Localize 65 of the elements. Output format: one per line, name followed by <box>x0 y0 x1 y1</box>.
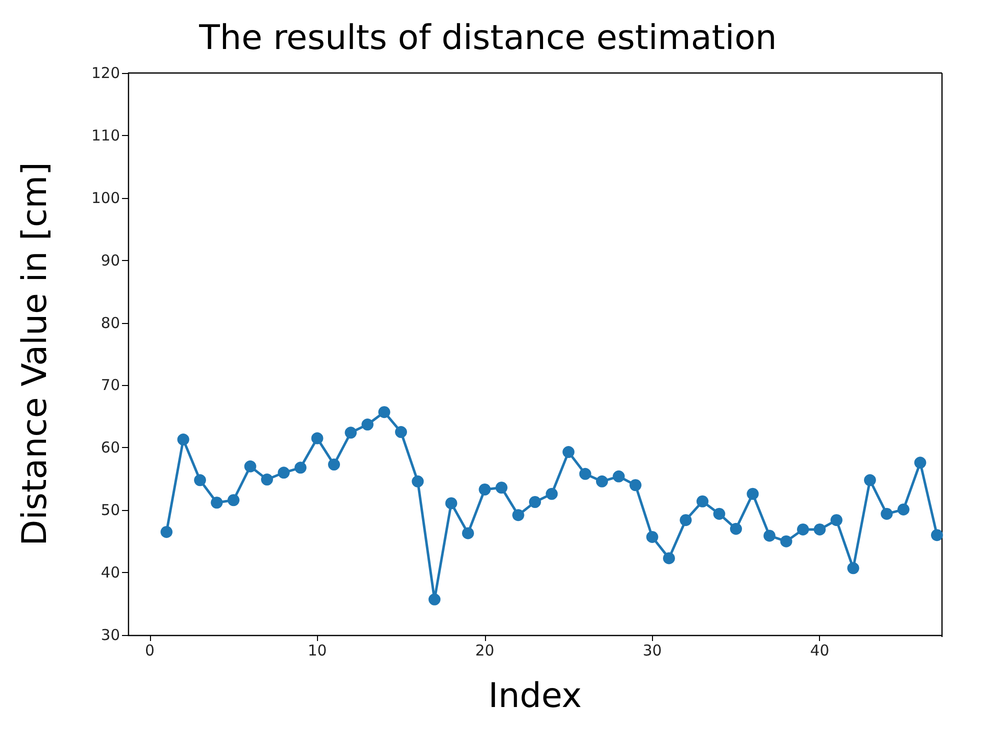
point <box>445 497 458 510</box>
point <box>713 508 726 520</box>
point <box>746 488 759 500</box>
point <box>462 527 474 540</box>
point <box>880 508 893 520</box>
point <box>579 468 592 480</box>
point <box>696 495 708 508</box>
point <box>177 434 190 446</box>
point <box>160 526 173 538</box>
x-tick-label: 10 <box>308 642 327 660</box>
point <box>596 475 608 488</box>
x-axis-title: Index <box>488 676 582 716</box>
point <box>378 406 390 418</box>
x-tick-label: 0 <box>145 642 155 660</box>
y-tick-label: 120 <box>91 64 120 82</box>
point <box>278 466 290 479</box>
y-tick-label: 40 <box>100 564 120 582</box>
point <box>344 426 357 439</box>
y-tick-label: 100 <box>91 188 120 207</box>
point <box>362 418 374 431</box>
point <box>847 562 860 574</box>
y-tick-label: 50 <box>100 501 120 520</box>
point <box>529 496 541 508</box>
y-tick-label: 80 <box>100 314 120 332</box>
point <box>646 530 658 543</box>
point <box>780 535 792 548</box>
point <box>294 462 307 474</box>
y-tick-label: 70 <box>100 376 120 394</box>
point <box>478 484 491 496</box>
point <box>244 460 256 472</box>
point <box>730 522 742 535</box>
point <box>546 488 558 500</box>
point <box>864 474 876 486</box>
point <box>412 475 424 488</box>
point <box>395 426 408 438</box>
point <box>897 503 910 516</box>
point <box>830 514 842 526</box>
point <box>261 474 274 486</box>
x-tick-label: 20 <box>475 642 494 660</box>
point <box>496 482 508 494</box>
y-tick-label: 30 <box>100 626 120 644</box>
point <box>328 458 340 471</box>
point <box>930 529 943 542</box>
y-tick-label: 90 <box>100 251 120 270</box>
point <box>814 523 826 536</box>
chart-title: The results of distance estimation <box>198 18 777 58</box>
y-tick-label: 60 <box>100 438 120 457</box>
x-tick-label: 40 <box>810 642 830 660</box>
point <box>311 432 324 444</box>
point <box>914 456 926 469</box>
point <box>612 470 625 482</box>
point <box>562 446 574 458</box>
point <box>512 509 524 522</box>
point <box>428 593 441 606</box>
x-tick-label: 30 <box>642 642 662 660</box>
y-axis-title: Distance Value in [cm] <box>15 162 55 546</box>
point <box>210 496 223 509</box>
point <box>796 523 809 536</box>
point <box>194 474 206 486</box>
y-tick-label: 110 <box>91 126 120 144</box>
point <box>228 494 240 506</box>
point <box>630 479 642 492</box>
point <box>764 530 776 542</box>
point <box>663 552 675 564</box>
point <box>680 514 692 526</box>
